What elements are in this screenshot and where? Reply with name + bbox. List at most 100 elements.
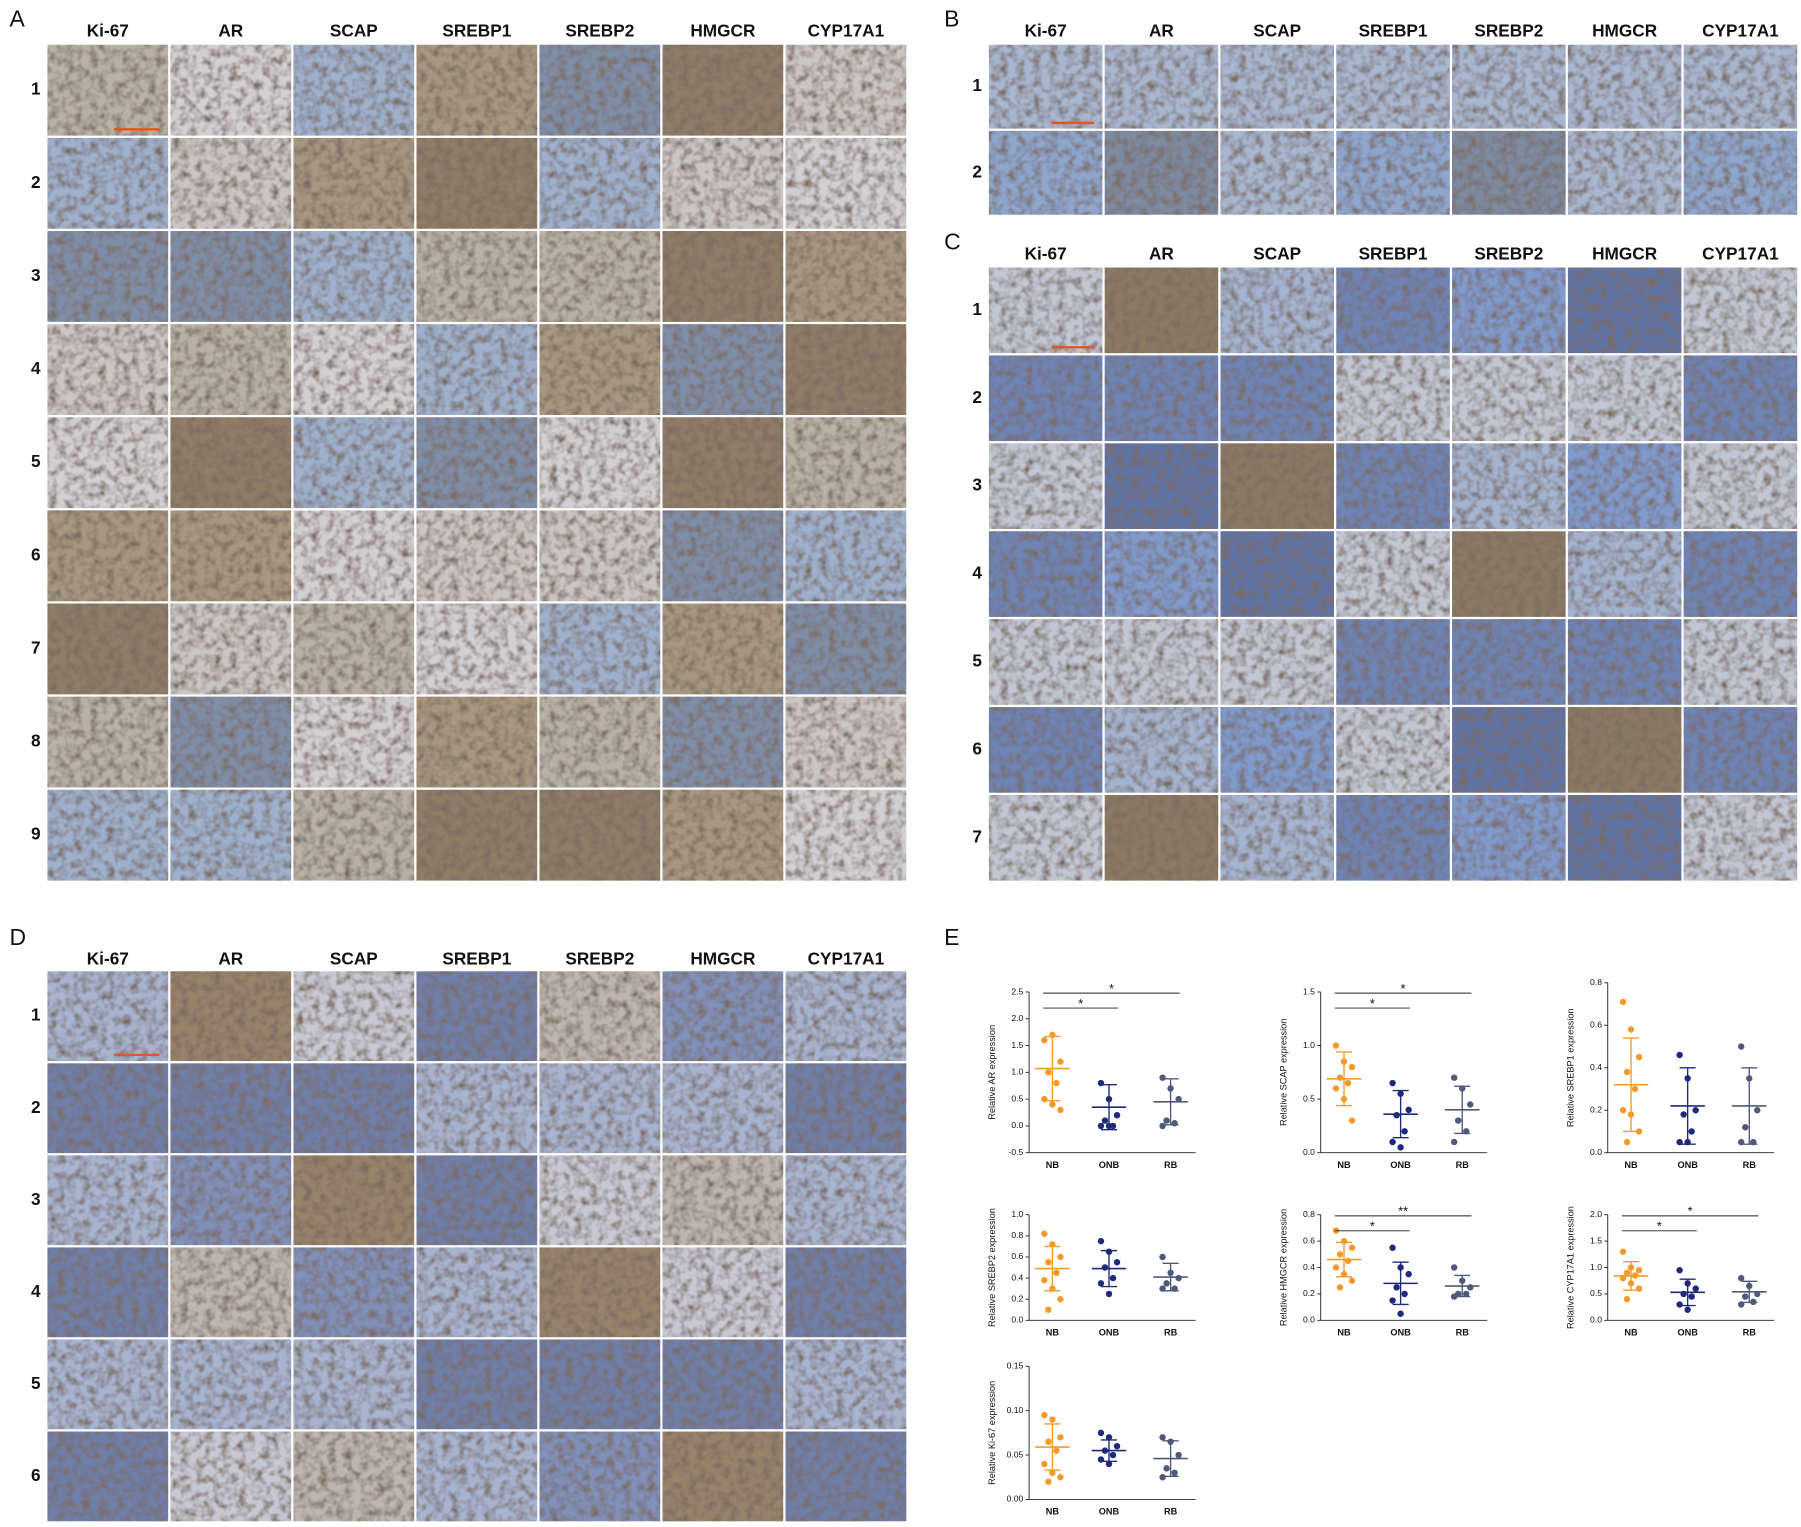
ihc-image <box>47 417 169 509</box>
ihc-image <box>1336 707 1450 793</box>
y-axis-label: Relative SREBP2 expression <box>987 1208 997 1327</box>
y-tick-label: 0.6 <box>1303 1235 1315 1245</box>
ihc-image <box>47 1431 169 1522</box>
ihc-image <box>293 417 415 509</box>
ihc-image <box>293 789 415 881</box>
panel-label: D <box>10 924 27 950</box>
row-label: 8 <box>31 731 41 751</box>
data-point <box>1348 1277 1356 1284</box>
ihc-image <box>1220 619 1334 705</box>
y-tick-label: 2.5 <box>1011 986 1023 996</box>
ihc-image <box>1220 355 1334 442</box>
ihc-image <box>170 510 292 602</box>
ihc-image <box>416 510 538 602</box>
data-point <box>1676 1301 1683 1308</box>
ihc-image <box>293 1247 415 1338</box>
data-point <box>1175 1095 1182 1103</box>
ihc-image <box>1104 443 1219 529</box>
panel-label: A <box>10 6 26 32</box>
ihc-image <box>539 696 661 788</box>
data-point <box>1053 1269 1060 1277</box>
column-header: Ki-67 <box>1025 21 1067 41</box>
panel-label: C <box>944 228 961 254</box>
data-point <box>1627 1264 1635 1271</box>
ihc-image <box>662 324 784 415</box>
ihc-image <box>988 531 1103 617</box>
ihc-image <box>170 137 292 229</box>
data-point <box>1401 1128 1408 1135</box>
ihc-image <box>662 44 784 136</box>
ihc-image <box>539 44 661 136</box>
ihc-image <box>416 231 538 322</box>
ihc-image <box>785 789 907 881</box>
ihc-image <box>785 1155 907 1246</box>
ihc-image <box>662 603 784 695</box>
ihc-image <box>1220 130 1334 215</box>
column-header: SCAP <box>330 21 378 41</box>
data-point <box>1159 1074 1166 1081</box>
ihc-image <box>170 696 292 788</box>
ihc-image <box>47 1339 169 1430</box>
x-category-label: RB <box>1164 1506 1178 1516</box>
ihc-image <box>170 603 292 695</box>
ihc-image <box>1567 355 1682 442</box>
data-point <box>1340 1237 1348 1245</box>
ihc-image <box>47 971 169 1062</box>
ihc-image <box>47 696 169 788</box>
data-point <box>1101 1447 1109 1454</box>
y-tick-label: 0.5 <box>1011 1093 1023 1103</box>
data-point <box>1097 1429 1105 1437</box>
data-point <box>1045 1478 1052 1485</box>
ihc-image <box>662 1339 784 1430</box>
data-point <box>1635 1266 1643 1274</box>
data-point <box>1627 1026 1635 1033</box>
y-tick-label: 1.5 <box>1303 986 1315 996</box>
ihc-image <box>416 971 538 1062</box>
data-point <box>1684 1306 1691 1313</box>
x-category-label: ONB <box>1099 1506 1120 1516</box>
ihc-image <box>1336 443 1450 529</box>
data-point <box>1450 1264 1458 1271</box>
ihc-image <box>988 443 1103 529</box>
ihc-image <box>785 696 907 788</box>
ihc-image <box>1220 44 1334 129</box>
ihc-image <box>539 1431 661 1522</box>
y-axis-label: Relative Ki-67 expression <box>987 1381 997 1485</box>
ihc-image <box>1567 707 1682 793</box>
data-point <box>1163 1465 1170 1472</box>
ihc-image <box>416 417 538 509</box>
ihc-image <box>1104 44 1219 129</box>
data-point <box>1737 1274 1745 1282</box>
ihc-image <box>539 1339 661 1430</box>
data-point <box>1097 1079 1105 1087</box>
ihc-image <box>170 324 292 415</box>
x-category-label: NB <box>1624 1160 1638 1170</box>
x-category-label: RB <box>1164 1327 1178 1337</box>
data-point <box>1389 1244 1396 1251</box>
data-point <box>1459 1085 1466 1092</box>
data-point <box>1340 1095 1348 1103</box>
data-point <box>1105 1095 1113 1103</box>
ihc-image <box>1104 267 1219 354</box>
ihc-image <box>1220 707 1334 793</box>
row-label: 2 <box>972 161 982 181</box>
y-tick-label: 0.8 <box>1590 977 1602 987</box>
data-point <box>1627 1280 1635 1287</box>
data-point <box>1097 1122 1105 1130</box>
ihc-image <box>293 137 415 229</box>
ihc-image <box>785 137 907 229</box>
column-header: SREBP2 <box>565 21 634 41</box>
y-tick-label: 0.2 <box>1011 1293 1023 1303</box>
data-point <box>1159 1434 1166 1441</box>
data-point <box>1635 1053 1643 1061</box>
x-category-label: ONB <box>1099 1160 1120 1170</box>
data-point <box>1097 1237 1105 1245</box>
ihc-image <box>539 1247 661 1338</box>
ihc-image <box>662 417 784 509</box>
data-point <box>1057 1058 1064 1065</box>
ihc-image <box>47 137 169 229</box>
ihc-image <box>662 1431 784 1522</box>
data-point <box>1393 1111 1400 1119</box>
data-point <box>1340 1270 1348 1278</box>
data-point <box>1057 1434 1064 1441</box>
